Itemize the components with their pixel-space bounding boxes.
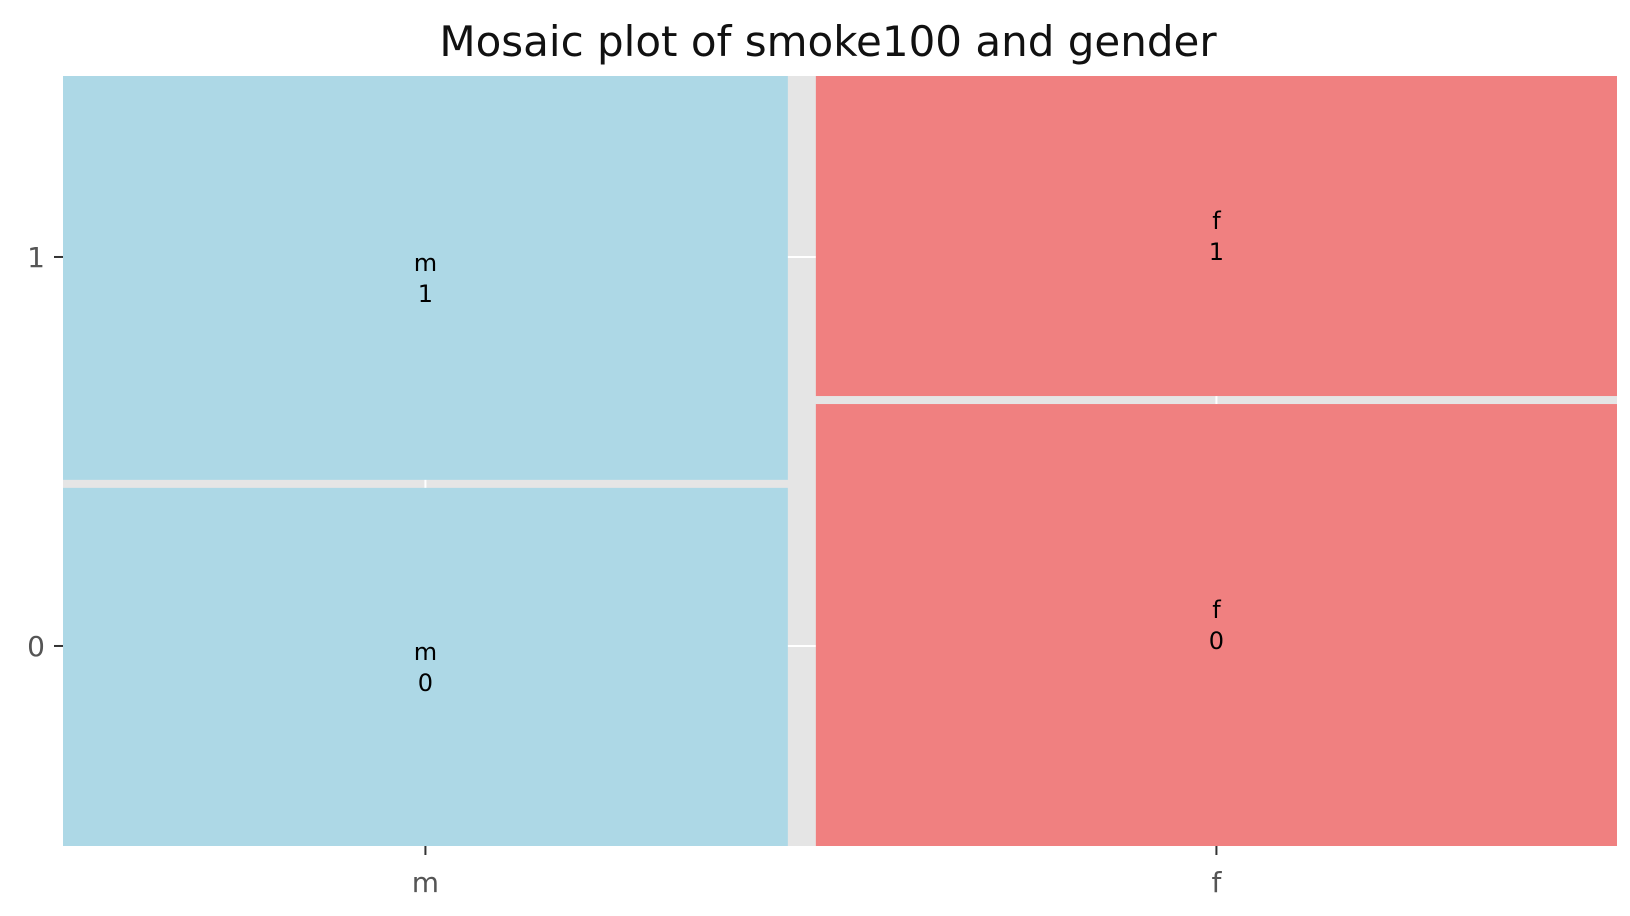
axes: m f01 [27,241,1222,899]
y-tick-label-1: 1 [27,241,45,274]
cell-label-line: 1 [1209,238,1224,266]
cell-labels: m 0m 1f 0f 1 [414,207,1224,697]
mosaic-cell-m-1 [63,76,788,480]
cell-label-line: f [1212,207,1221,235]
mosaic-cell-m-0 [63,487,788,846]
cell-label-line: f [1212,596,1221,624]
cell-label-line: 0 [418,669,433,697]
cell-label-line: m [414,249,437,277]
x-tick-label-m: m [412,866,439,899]
cell-label-line: 0 [1209,627,1224,655]
x-tick-label-f: f [1211,866,1222,899]
mosaic-cell-f-1 [815,76,1617,397]
cell-label-line: m [414,638,437,666]
y-tick-label-0: 0 [27,630,45,663]
chart-title: Mosaic plot of smoke100 and gender [439,17,1217,66]
cell-label-line: 1 [418,280,433,308]
mosaic-cells [63,76,1617,846]
mosaic-cell-f-0 [815,404,1617,846]
